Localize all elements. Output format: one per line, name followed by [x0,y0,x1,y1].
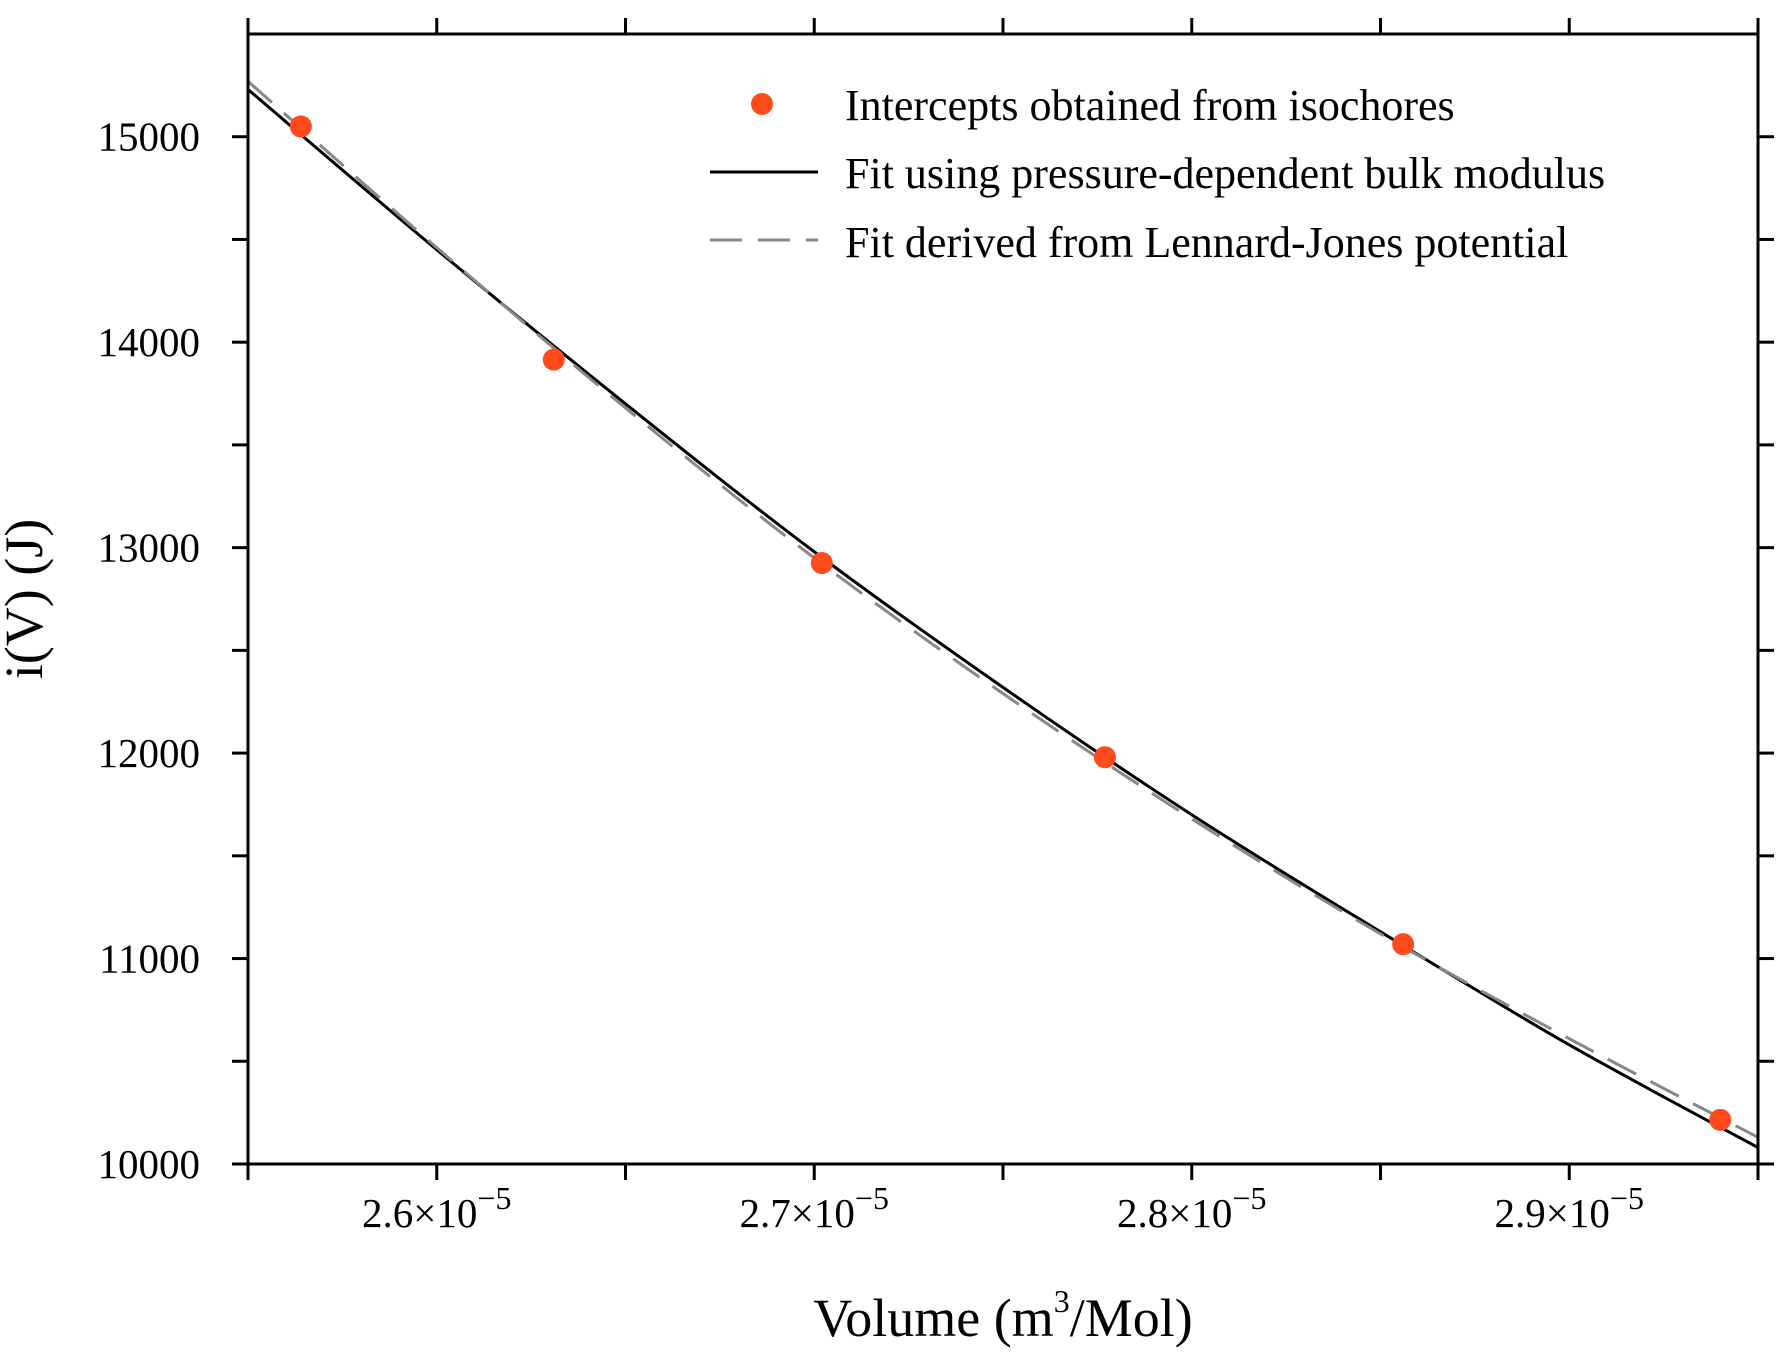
series-line-1 [247,88,1759,1149]
data-point [1392,933,1415,956]
y-tick-label: 10000 [98,1141,201,1187]
data-point [1709,1108,1732,1131]
y-tick-labels: 10000 11000 12000 13000 14000 15000 [98,114,201,1187]
y-axis-title: i(V) (J) [0,519,54,679]
x-tick-label: 2.6×10−5 [362,1180,511,1236]
legend-label-lennard-jones-fit: Fit derived from Lennard-Jones potential [845,218,1568,267]
data-point [542,348,565,371]
axis-ticks [232,18,1774,1180]
plot-frame [246,32,1760,1166]
series-points [289,115,1732,1131]
x-axis-title: Volume (m3/Mol) [813,1283,1193,1348]
data-point [1093,746,1116,769]
legend-label-bulk-modulus-fit: Fit using pressure-dependent bulk modulu… [845,149,1605,198]
data-point [289,115,312,138]
y-tick-label: 11000 [99,936,200,982]
y-tick-label: 13000 [98,525,201,571]
legend-label-intercepts: Intercepts obtained from isochores [845,81,1455,130]
x-tick-labels: 2.6×10−5 2.7×10−5 2.8×10−5 2.9×10−5 [362,1180,1644,1236]
x-tick-label: 2.8×10−5 [1117,1180,1266,1236]
x-tick-label: 2.7×10−5 [740,1180,889,1236]
y-tick-label: 14000 [98,319,201,365]
y-tick-label: 15000 [98,114,201,160]
series-line-2 [247,80,1759,1139]
series-lines [247,80,1759,1149]
legend-marker-intercepts [751,93,773,115]
legend: Intercepts obtained from isochores Fit u… [710,81,1605,267]
y-tick-label: 12000 [98,730,201,776]
data-point [810,552,833,575]
x-tick-label: 2.9×10−5 [1495,1180,1644,1236]
